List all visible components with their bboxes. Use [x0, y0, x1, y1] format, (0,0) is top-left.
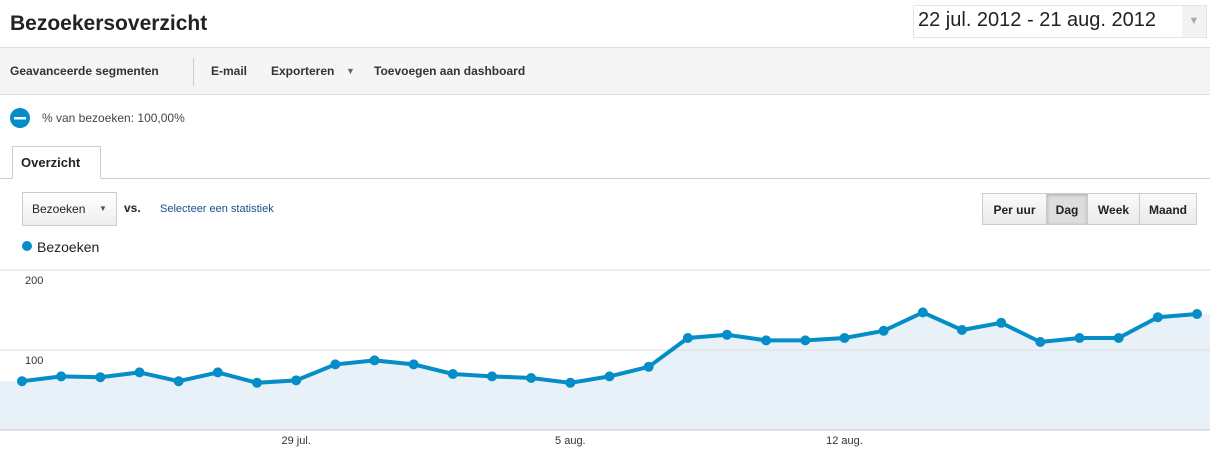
point — [643, 361, 654, 372]
separator — [193, 58, 194, 86]
toolbar-item[interactable]: Exporteren — [271, 64, 335, 78]
compare-link[interactable]: Selecteer een statistiek — [160, 203, 274, 215]
tab[interactable]: Overzicht — [12, 146, 101, 179]
point — [839, 333, 850, 343]
toolbar-item[interactable]: E-mail — [211, 64, 248, 78]
point — [526, 373, 537, 383]
granularity-button[interactable]: Per uur — [982, 193, 1047, 225]
metric-select[interactable]: Bezoeken ▼ — [22, 192, 117, 226]
point — [369, 355, 380, 366]
point — [17, 376, 27, 387]
point — [212, 367, 223, 378]
point — [1152, 312, 1163, 323]
vs-label: vs. — [124, 201, 141, 215]
dropdown-arrow: ▼ — [1182, 6, 1206, 37]
point — [1192, 309, 1202, 319]
x-tick-label: 29 jul. — [281, 435, 310, 447]
toolbar-item[interactable]: Toevoegen aan dashboard — [374, 64, 526, 78]
x-tick-label: 5 aug. — [555, 435, 586, 447]
point — [996, 317, 1007, 328]
segment-icon — [10, 108, 30, 128]
point — [252, 377, 262, 388]
granularity-button[interactable]: Week — [1087, 193, 1140, 225]
point — [447, 369, 458, 379]
point — [408, 359, 419, 370]
segment-label: % van bezoeken: 100,00% — [42, 111, 185, 125]
x-tick-label: 12 aug. — [826, 435, 863, 447]
point — [565, 377, 576, 388]
dropdown-arrow: ▼ — [99, 204, 107, 213]
toolbar — [0, 47, 1210, 95]
point — [1035, 337, 1046, 347]
point — [95, 372, 106, 383]
point — [878, 325, 889, 336]
point — [917, 307, 928, 318]
point — [761, 335, 772, 346]
point — [604, 371, 615, 382]
point — [1113, 333, 1124, 343]
point — [56, 371, 67, 382]
point — [487, 371, 497, 382]
metric-label: Bezoeken — [32, 202, 86, 216]
point — [1074, 333, 1085, 343]
date-range: 22 jul. 2012 - 21 aug. 2012 — [918, 9, 1156, 31]
tab-line — [0, 178, 1210, 179]
title: Bezoekersoverzicht — [10, 12, 208, 35]
point — [134, 367, 145, 378]
dropdown-arrow: ▼ — [346, 66, 355, 76]
y-tick-label: 100 — [25, 355, 43, 367]
point — [722, 329, 732, 340]
y-tick-label: 200 — [25, 275, 43, 287]
legend-marker — [22, 241, 32, 251]
toolbar-item[interactable]: Geavanceerde segmenten — [10, 64, 159, 78]
point — [330, 359, 341, 370]
area — [0, 312, 1210, 430]
date-picker[interactable]: 22 jul. 2012 - 21 aug. 2012 ▼ — [913, 5, 1207, 38]
point — [291, 375, 302, 386]
chart: 100 200 29 jul. 5 aug. 12 aug. — [0, 269, 1210, 447]
legend-label: Bezoeken — [37, 239, 100, 255]
point — [682, 333, 693, 343]
point — [957, 325, 967, 335]
point — [800, 335, 811, 346]
granularity-button[interactable]: Maand — [1139, 193, 1197, 225]
granularity-button[interactable]: Dag — [1046, 193, 1088, 225]
point — [173, 376, 184, 387]
